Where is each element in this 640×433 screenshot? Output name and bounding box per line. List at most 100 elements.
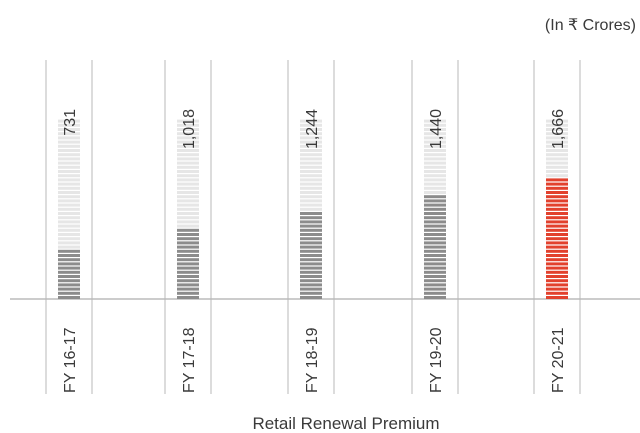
bar-stripe <box>546 182 568 186</box>
bar-stripe <box>546 207 568 211</box>
track-stripe <box>300 132 322 136</box>
track-stripe <box>300 182 322 186</box>
track-stripe <box>177 153 199 157</box>
bar-stripe <box>546 203 568 207</box>
bar-stripe <box>58 262 80 266</box>
bar-stripe <box>177 275 199 278</box>
bar-stripe <box>546 186 568 190</box>
bar-stripe <box>546 258 568 262</box>
bar-stripe <box>177 258 199 262</box>
track-stripe <box>177 199 199 203</box>
bar-stripe <box>177 233 199 236</box>
track-stripe <box>424 149 446 152</box>
x-axis-label: Retail Renewal Premium <box>252 414 439 433</box>
bar-stripe <box>300 224 322 228</box>
bar-stripe <box>58 279 80 283</box>
bar-stripe <box>58 287 80 291</box>
track-stripe <box>546 123 568 127</box>
unit-note: (In ₹ Crores) <box>545 17 636 34</box>
track-stripe <box>424 140 446 144</box>
track-stripe <box>58 157 80 161</box>
track-stripe <box>58 170 80 173</box>
bar-stripe <box>546 178 568 182</box>
plot-area: 731 FY 16-17 1,018 FY 17-18 1,244 FY 18-19 1,4… <box>10 60 640 394</box>
bar-stripe <box>546 287 568 291</box>
track-stripe <box>58 212 80 215</box>
track-stripe <box>300 161 322 165</box>
track-stripe <box>58 123 80 127</box>
bar-stripe <box>546 279 568 283</box>
track-stripe <box>424 132 446 136</box>
track-stripe <box>177 220 199 224</box>
track-stripe <box>58 245 80 249</box>
bar-stripe <box>424 296 446 299</box>
bar-stripe <box>177 296 199 299</box>
track-stripe <box>177 174 199 178</box>
track-stripe <box>546 170 568 173</box>
bar-stripe <box>300 296 322 299</box>
bar-stripe <box>300 212 322 215</box>
bar-stripe <box>424 212 446 215</box>
bar-stripe <box>300 254 322 257</box>
track-stripe <box>300 203 322 207</box>
track-stripe <box>58 136 80 140</box>
bar-stripe <box>424 203 446 207</box>
bar-stripe <box>546 262 568 266</box>
track-stripe <box>177 182 199 186</box>
bar-stripe <box>424 195 446 199</box>
bar-stripe <box>424 237 446 241</box>
track-stripe <box>177 136 199 140</box>
track-stripe <box>546 140 568 144</box>
bar-stripe <box>300 241 322 245</box>
bar-stripe <box>300 279 322 283</box>
track-stripe <box>546 149 568 152</box>
track-stripe <box>424 165 446 169</box>
bar-stripe <box>546 191 568 194</box>
bar-stripe <box>300 249 322 253</box>
track-stripe <box>58 144 80 148</box>
bar-stripe <box>546 216 568 220</box>
track-stripe <box>546 161 568 165</box>
track-stripe <box>177 207 199 211</box>
track-stripe <box>58 207 80 211</box>
bar-stripe <box>546 270 568 274</box>
value-label: 731 <box>62 109 79 136</box>
track-stripe <box>58 195 80 199</box>
bar-stripe <box>546 199 568 203</box>
bar-stripe <box>300 233 322 236</box>
track-stripe <box>424 153 446 157</box>
bar-stripe <box>424 270 446 274</box>
bar-stripe <box>300 266 322 270</box>
bar-stripe <box>177 287 199 291</box>
bar-stripe <box>300 216 322 220</box>
bar-stripe <box>424 245 446 249</box>
bar-stripe <box>424 262 446 266</box>
track-stripe <box>424 174 446 178</box>
track-stripe <box>424 186 446 190</box>
track-stripe <box>300 157 322 161</box>
bar-stripe <box>424 266 446 270</box>
bar-stripe <box>424 220 446 224</box>
track-stripe <box>546 119 568 123</box>
bar-stripe <box>424 207 446 211</box>
bar-stripe <box>546 233 568 236</box>
track-stripe <box>58 220 80 224</box>
track-stripe <box>58 182 80 186</box>
bar-stripe <box>546 266 568 270</box>
bar-stripe <box>300 283 322 287</box>
track-stripe <box>300 119 322 123</box>
bar-stripe <box>546 283 568 287</box>
bar-stripe <box>424 233 446 236</box>
value-label: 1,440 <box>428 109 445 149</box>
track-stripe <box>424 161 446 165</box>
track-stripe <box>177 161 199 165</box>
track-stripe <box>58 199 80 203</box>
track-stripe <box>177 186 199 190</box>
track-stripe <box>58 149 80 152</box>
track-stripe <box>424 178 446 182</box>
track-stripe <box>58 178 80 182</box>
track-stripe <box>300 165 322 169</box>
bar-stripe <box>300 275 322 278</box>
track-stripe <box>58 228 80 232</box>
